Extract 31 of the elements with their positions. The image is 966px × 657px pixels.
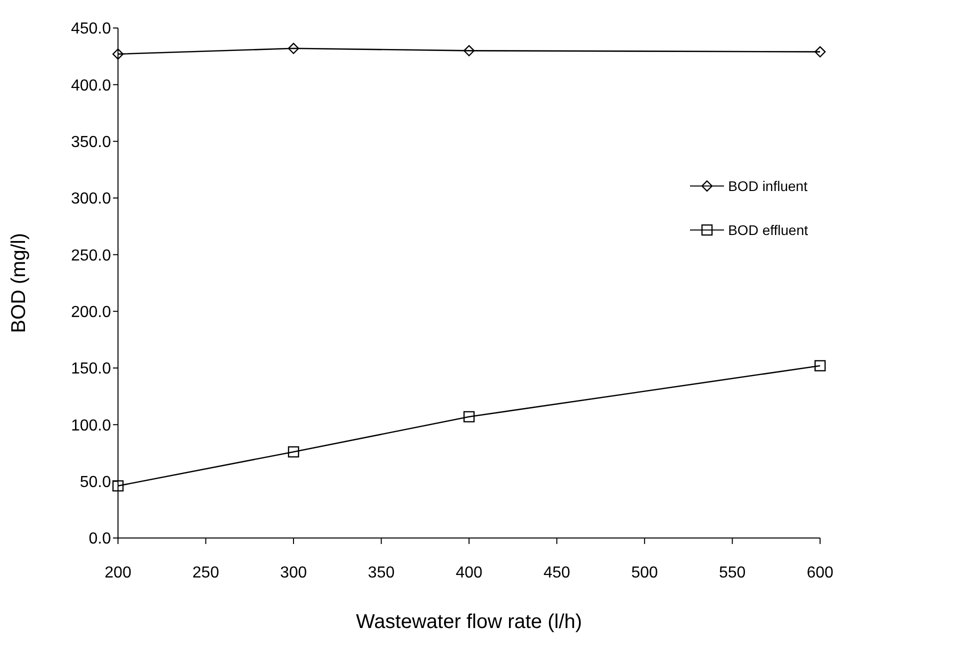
y-axis-title: BOD (mg/l) [8,233,30,333]
y-tick-label: 200.0 [70,304,112,322]
point [288,446,300,458]
legend-label: BOD effluent [728,222,808,238]
point [463,411,475,422]
point [814,46,826,58]
x-tick-label: 600 [806,564,834,582]
x-axis-title: Wastewater flow rate (l/h) [356,611,582,633]
y-tick-label: 300.0 [70,190,112,208]
point [112,48,124,60]
point [112,480,124,492]
x-tick-label: 300 [280,564,307,582]
x-tick-label: 200 [104,564,132,582]
x-tick-label: 400 [456,564,482,582]
y-tick-label: 0.0 [88,530,112,548]
y-tick-label: 100.0 [70,417,112,434]
y-tick-label: 150.0 [70,360,112,378]
y-tick-label: 400.0 [70,77,112,94]
x-tick-label: 250 [192,564,220,582]
point [463,45,475,56]
x-tick-label: 450 [543,564,570,582]
x-tick-label: 550 [718,564,746,582]
y-tick-label: 350.0 [70,134,112,152]
x-tick-label: 350 [368,564,395,582]
legend-label: BOD influent [728,178,808,194]
y-tick-label: 450.0 [70,20,112,38]
point [814,360,826,372]
point [288,42,300,54]
y-tick-label: 50.0 [80,474,112,492]
y-tick-label: 250.0 [70,247,112,264]
x-tick-label: 500 [631,564,658,582]
